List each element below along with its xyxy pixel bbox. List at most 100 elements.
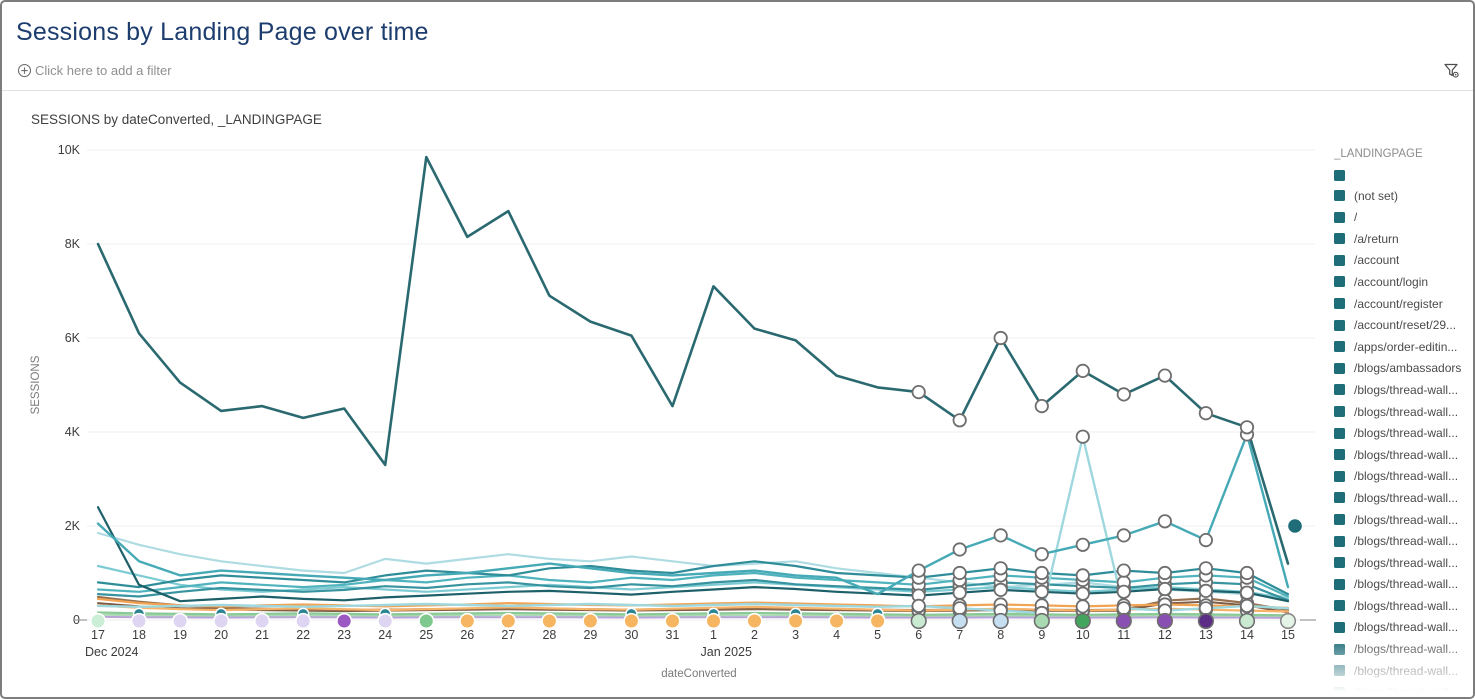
svg-text:18: 18 bbox=[132, 628, 146, 642]
legend-item[interactable]: /blogs/thread-wall... bbox=[1334, 490, 1473, 505]
legend-item-label: (not set) bbox=[1354, 188, 1399, 203]
svg-text:19: 19 bbox=[173, 628, 187, 642]
svg-text:17: 17 bbox=[91, 628, 105, 642]
svg-text:24: 24 bbox=[378, 628, 392, 642]
svg-text:4: 4 bbox=[833, 628, 840, 642]
legend-item[interactable]: / bbox=[1334, 210, 1473, 225]
legend-item-label: /blogs/thread-wall... bbox=[1354, 685, 1459, 699]
partial-data-point bbox=[1288, 519, 1302, 533]
legend-swatch-icon bbox=[1334, 406, 1345, 418]
chart-legend: _LANDINGPAGE (not set) / /a/return/account… bbox=[1334, 148, 1473, 699]
legend-item[interactable]: /blogs/thread-wall... bbox=[1334, 469, 1473, 484]
svg-text:6K: 6K bbox=[65, 331, 81, 345]
svg-text:1: 1 bbox=[710, 628, 717, 642]
svg-text:27: 27 bbox=[501, 628, 515, 642]
legend-item-label: /blogs/thread-wall... bbox=[1354, 642, 1459, 657]
legend-item-label: /blogs/thread-wall... bbox=[1354, 512, 1459, 527]
legend-item[interactable]: /account/reset/29... bbox=[1334, 318, 1473, 332]
svg-text:Dec 2024: Dec 2024 bbox=[85, 645, 139, 659]
legend-item[interactable]: /blogs/thread-wall... bbox=[1334, 447, 1473, 462]
legend-item[interactable] bbox=[1334, 170, 1473, 181]
legend-item-list: (not set) / /a/return/account/account/logi… bbox=[1334, 170, 1473, 699]
legend-item-label: /blogs/thread-wall... bbox=[1354, 447, 1459, 462]
header-divider bbox=[2, 90, 1473, 91]
legend-item[interactable]: /blogs/thread-wall... bbox=[1334, 534, 1473, 549]
svg-text:23: 23 bbox=[337, 628, 351, 642]
legend-swatch-icon bbox=[1334, 298, 1345, 310]
legend-swatch-icon bbox=[1334, 319, 1345, 331]
legend-swatch-icon bbox=[1334, 600, 1345, 612]
legend-item[interactable]: /blogs/thread-wall... bbox=[1334, 426, 1473, 441]
svg-text:28: 28 bbox=[542, 628, 556, 642]
svg-text:10: 10 bbox=[1076, 628, 1090, 642]
legend-item[interactable]: /blogs/thread-wall... bbox=[1334, 404, 1473, 419]
legend-swatch-icon bbox=[1334, 665, 1345, 677]
legend-swatch-icon bbox=[1334, 514, 1345, 525]
series-line-green-b bbox=[97, 613, 1289, 618]
svg-text:6: 6 bbox=[915, 628, 922, 642]
svg-text:10K: 10K bbox=[58, 143, 81, 157]
svg-text:8: 8 bbox=[997, 628, 1004, 642]
svg-text:14: 14 bbox=[1240, 628, 1254, 642]
filter-funnel-icon[interactable] bbox=[1443, 62, 1460, 84]
legend-item[interactable]: /blogs/thread-wall... bbox=[1334, 599, 1473, 613]
legend-swatch-icon bbox=[1334, 535, 1345, 547]
legend-item[interactable]: /blogs/thread-wall... bbox=[1334, 664, 1473, 678]
svg-text:15: 15 bbox=[1281, 628, 1295, 642]
legend-item[interactable]: /blogs/thread-wall... bbox=[1334, 642, 1473, 657]
legend-item[interactable]: /blogs/thread-wall... bbox=[1334, 512, 1473, 527]
legend-swatch-icon bbox=[1334, 170, 1345, 181]
svg-text:2K: 2K bbox=[65, 519, 81, 533]
svg-text:29: 29 bbox=[583, 628, 597, 642]
legend-item[interactable]: /a/return bbox=[1334, 231, 1473, 246]
legend-item[interactable]: /account/login bbox=[1334, 275, 1473, 289]
legend-item[interactable]: /blogs/thread-wall... bbox=[1334, 685, 1473, 699]
legend-item[interactable]: /blogs/thread-wall... bbox=[1334, 383, 1473, 397]
legend-swatch-icon bbox=[1334, 621, 1345, 633]
legend-swatch-icon bbox=[1334, 492, 1345, 504]
svg-text:22: 22 bbox=[296, 628, 310, 642]
legend-item-label: /apps/order-editin... bbox=[1354, 339, 1458, 354]
series-lines bbox=[96, 155, 1290, 619]
legend-item-label: /blogs/thread-wall... bbox=[1354, 620, 1459, 635]
svg-text:3: 3 bbox=[792, 628, 799, 642]
svg-text:9: 9 bbox=[1038, 628, 1045, 642]
legend-swatch-icon bbox=[1334, 254, 1345, 266]
add-filter-button[interactable]: Click here to add a filter bbox=[17, 63, 172, 78]
y-axis-title: SESSIONS bbox=[30, 355, 42, 414]
legend-swatch-icon bbox=[1334, 233, 1345, 245]
svg-text:12: 12 bbox=[1158, 628, 1172, 642]
svg-text:2: 2 bbox=[751, 628, 758, 642]
legend-swatch-icon bbox=[1334, 384, 1345, 396]
svg-text:31: 31 bbox=[666, 628, 680, 642]
legend-swatch-icon bbox=[1334, 449, 1345, 461]
legend-item[interactable]: /blogs/thread-wall... bbox=[1334, 577, 1473, 591]
legend-item-label: /a/return bbox=[1354, 231, 1399, 246]
legend-item[interactable]: /account bbox=[1334, 253, 1473, 267]
legend-item[interactable]: /apps/order-editin... bbox=[1334, 339, 1473, 354]
legend-item[interactable]: /blogs/thread-wall... bbox=[1334, 556, 1473, 570]
svg-text:7: 7 bbox=[956, 628, 963, 642]
svg-text:25: 25 bbox=[419, 628, 433, 642]
legend-item-label: /blogs/thread-wall... bbox=[1354, 404, 1459, 419]
series-line-main bbox=[96, 155, 1290, 565]
legend-item[interactable]: /blogs/ambassadors bbox=[1334, 361, 1473, 375]
legend-item-label: / bbox=[1354, 210, 1358, 225]
legend-item-label: /blogs/thread-wall... bbox=[1354, 490, 1459, 505]
legend-item-label: /blogs/thread-wall... bbox=[1354, 469, 1459, 484]
legend-item[interactable]: /blogs/thread-wall... bbox=[1334, 620, 1473, 635]
legend-item-label: /blogs/thread-wall... bbox=[1354, 534, 1459, 549]
svg-text:11: 11 bbox=[1117, 628, 1130, 642]
legend-item[interactable]: /account/register bbox=[1334, 297, 1473, 311]
legend-swatch-icon bbox=[1334, 276, 1345, 288]
series-line-purple-a bbox=[97, 615, 1289, 619]
legend-title: _LANDINGPAGE bbox=[1334, 148, 1423, 160]
legend-swatch-icon bbox=[1334, 643, 1345, 655]
legend-item-label: /blogs/thread-wall... bbox=[1354, 426, 1459, 441]
series-line-cyan-spike bbox=[96, 435, 1290, 615]
legend-item[interactable]: (not set) bbox=[1334, 188, 1473, 203]
series-line-green-a bbox=[96, 611, 1290, 617]
legend-swatch-icon bbox=[1334, 686, 1345, 697]
legend-swatch-icon bbox=[1334, 470, 1345, 482]
